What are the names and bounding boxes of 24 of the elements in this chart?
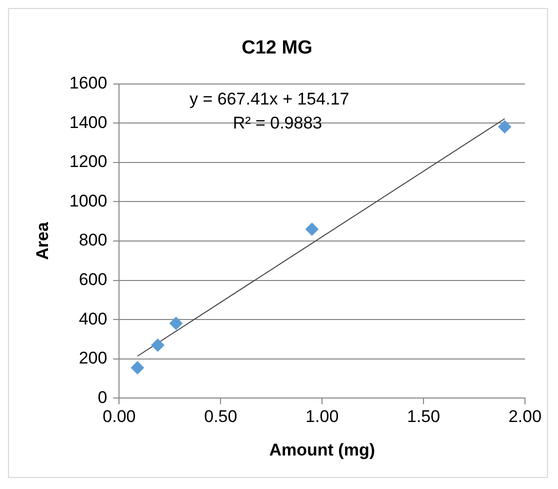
y-tick-label: 200 bbox=[78, 348, 108, 368]
y-tick-label: 1200 bbox=[69, 152, 108, 172]
point bbox=[170, 316, 183, 330]
y-tick-label: 1600 bbox=[69, 73, 108, 92]
x-tick-label: 1.00 bbox=[306, 407, 339, 426]
point bbox=[130, 361, 144, 374]
x-tick-label: 1.50 bbox=[407, 407, 440, 426]
y-tick-label: 0 bbox=[98, 388, 108, 407]
x-tick-label: 0.50 bbox=[204, 407, 238, 426]
x-tick-label: 2.00 bbox=[508, 407, 542, 426]
point bbox=[498, 120, 512, 134]
point bbox=[305, 222, 318, 236]
annotation: R² = 0.9883 bbox=[232, 113, 322, 132]
y-tick-label: 400 bbox=[78, 309, 108, 328]
x-tick-label: 0.00 bbox=[102, 407, 136, 426]
annotation: y = 667.41x + 154.17 bbox=[189, 89, 350, 108]
x-axis-title: Amount (mg) bbox=[269, 440, 375, 460]
y-tick-label: 1400 bbox=[69, 112, 108, 132]
chart-title: C12 MG bbox=[242, 38, 312, 59]
y-tick-label: 800 bbox=[78, 230, 108, 250]
y-tick-label: 1000 bbox=[69, 191, 108, 210]
point bbox=[151, 338, 164, 352]
y-tick-label: 600 bbox=[78, 270, 108, 289]
y-axis-title: Area bbox=[32, 222, 52, 260]
